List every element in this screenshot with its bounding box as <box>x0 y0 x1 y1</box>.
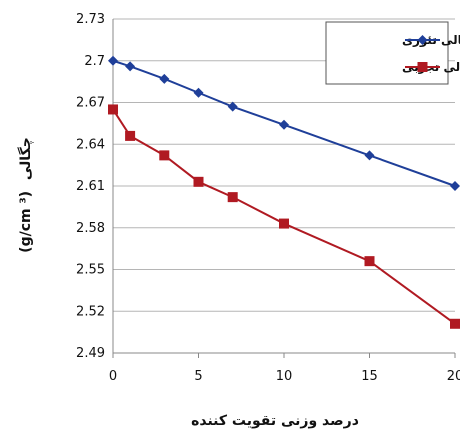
data-point-square <box>125 130 136 141</box>
data-point-square <box>364 256 375 267</box>
gridlines <box>113 18 455 354</box>
y-tick-label: 2.52 <box>76 304 105 319</box>
x-tick-label: 0 <box>109 369 117 384</box>
data-point-square <box>279 218 289 229</box>
x-axis-title: درصد وزنی تقویت کننده <box>191 413 359 429</box>
y-tick-label: 2.55 <box>76 263 105 278</box>
data-point-diamond <box>450 181 460 191</box>
data-point-diamond <box>193 87 204 98</box>
data-point-square <box>450 318 460 329</box>
legend-marker-theoretical <box>417 35 428 45</box>
svg-text:(g/cm ³) چگالی: (g/cm ³) چگالی <box>17 137 34 253</box>
axes: 2.49 2.52 2.55 2.58 2.61 2.64 2.67 2.7 2.73 0 5 10 1… <box>76 12 460 384</box>
y-tick-label: 2.58 <box>76 221 105 236</box>
y-tick-label: 2.49 <box>76 346 105 361</box>
x-tick-label: 5 <box>194 369 202 384</box>
y-tick-label: 2.61 <box>76 179 105 194</box>
data-point-square <box>193 176 204 187</box>
data-point-diamond <box>279 119 289 130</box>
data-point-diamond <box>159 73 170 84</box>
x-tick-label: 10 <box>276 369 293 384</box>
legend-marker-experimental <box>417 62 428 72</box>
data-point-diamond <box>125 61 136 72</box>
y-tick-label: 2.7 <box>84 54 105 69</box>
x-tick-label: 20 <box>447 369 460 384</box>
series-line-1 <box>112 108 456 325</box>
data-point-diamond <box>364 150 375 161</box>
data-point-square <box>108 104 118 115</box>
y-axis-unit: (g/cm ³) <box>18 191 34 253</box>
data-point-diamond <box>108 55 118 66</box>
y-tick-label: 2.64 <box>76 137 105 152</box>
data-point-square <box>159 150 170 161</box>
data-point-diamond <box>227 101 238 112</box>
series-line-0 <box>112 59 456 187</box>
y-axis-title: (g/cm ³) چگالی <box>17 137 34 253</box>
data-point-square <box>227 192 238 203</box>
y-axis-label: چگالی <box>17 137 34 180</box>
y-tick-label: 2.67 <box>76 96 105 111</box>
series-layer <box>108 55 460 329</box>
x-tick-label: 15 <box>361 369 378 384</box>
legend: چگالی تئوری چگالی تجربی <box>325 21 460 85</box>
legend-box <box>325 21 449 85</box>
y-tick-label: 2.73 <box>76 12 105 27</box>
